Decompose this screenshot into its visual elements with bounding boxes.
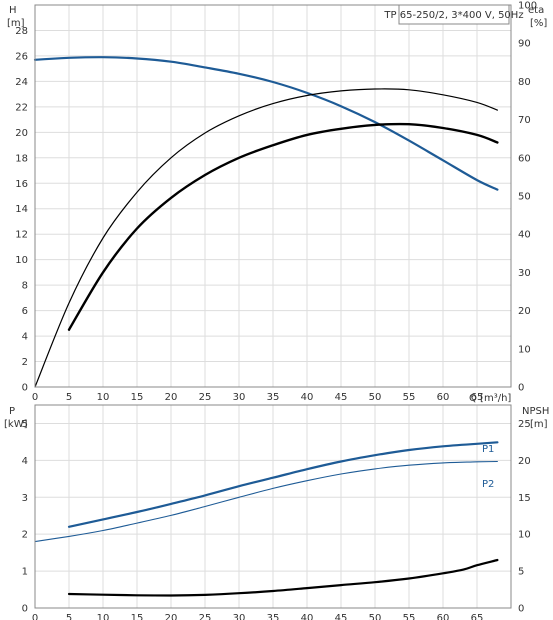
y-left-tick-label: 20 xyxy=(15,128,28,139)
x-tick-label: 40 xyxy=(301,613,314,620)
y-left-tick-label: 22 xyxy=(15,102,28,113)
h-axis-label: H xyxy=(9,5,17,16)
x-tick-label: 15 xyxy=(131,392,144,403)
x-tick-label: 25 xyxy=(199,392,212,403)
x-tick-label: 5 xyxy=(66,392,72,403)
y-right-tick-label: 0 xyxy=(518,383,524,394)
y-right-tick-label: 20 xyxy=(518,456,531,467)
x-tick-label: 45 xyxy=(335,613,348,620)
npsh-axis-unit: [m] xyxy=(530,419,548,430)
chart-title: TP 65-250/2, 3*400 V, 50Hz xyxy=(383,10,523,21)
x-tick-label: 10 xyxy=(97,392,110,403)
series-eta-total-thin-line xyxy=(34,88,498,388)
y-left-tick-label: 0 xyxy=(22,383,28,394)
y-right-tick-label: 10 xyxy=(518,344,531,355)
x-tick-label: 25 xyxy=(199,613,212,620)
y-right-tick-label: 90 xyxy=(518,39,531,50)
series-eta-total-thick-line xyxy=(67,122,499,331)
y-left-tick-label: 3 xyxy=(22,493,28,504)
y-left-tick-label: 4 xyxy=(22,456,28,467)
y-left-tick-label: 26 xyxy=(15,51,28,62)
y-left-tick-label: 4 xyxy=(22,332,28,343)
y-right-tick-label: 50 xyxy=(518,192,531,203)
x-tick-label: 60 xyxy=(437,392,450,403)
eta-axis-label: eta xyxy=(528,5,544,16)
p-axis-label: P xyxy=(9,406,15,417)
tick-layer: 0 5 10 15 20 25 30 35 40 45 50 55 60 6502468101214161… xyxy=(15,1,537,620)
x-tick-label: 10 xyxy=(97,613,110,620)
y-left-tick-label: 6 xyxy=(22,306,28,317)
x-tick-label: 5 xyxy=(66,613,72,620)
y-right-tick-label: 5 xyxy=(518,567,524,578)
x-tick-label: 35 xyxy=(267,392,280,403)
series-npsh-line xyxy=(67,558,499,597)
x-tick-label: 40 xyxy=(301,392,314,403)
y-left-tick-label: 14 xyxy=(15,204,28,215)
y-left-tick-label: 1 xyxy=(22,567,28,578)
y-left-tick-label: 0 xyxy=(22,604,28,615)
y-left-tick-label: 28 xyxy=(15,26,28,37)
y-left-tick-label: 10 xyxy=(15,255,28,266)
y-left-tick-label: 24 xyxy=(15,77,28,88)
y-right-tick-label: 0 xyxy=(518,604,524,615)
y-right-tick-label: 15 xyxy=(518,493,531,504)
grid-layer xyxy=(34,5,511,609)
series-layer xyxy=(33,56,499,597)
bottom-plot-frame xyxy=(34,404,512,609)
y-right-tick-label: 100 xyxy=(518,1,537,12)
y-right-tick-label: 30 xyxy=(518,268,531,279)
x-tick-label: 30 xyxy=(233,613,246,620)
y-right-tick-label: 70 xyxy=(518,115,531,126)
y-left-tick-label: 8 xyxy=(22,281,28,292)
p1-label: P1 xyxy=(482,444,494,455)
x-tick-label: 30 xyxy=(233,392,246,403)
y-right-tick-label: 40 xyxy=(518,230,531,241)
top-plot-frame xyxy=(34,4,512,388)
x-tick-label: 65 xyxy=(471,392,484,403)
x-tick-label: 35 xyxy=(267,613,280,620)
x-tick-label: 50 xyxy=(369,613,382,620)
x-tick-label: 20 xyxy=(165,613,178,620)
y-right-tick-label: 60 xyxy=(518,153,531,164)
y-right-tick-label: 80 xyxy=(518,77,531,88)
h-axis-unit: [m] xyxy=(7,18,25,29)
y-left-tick-label: 2 xyxy=(22,530,28,541)
series-p2-line xyxy=(34,460,498,543)
y-left-tick-label: 18 xyxy=(15,153,28,164)
y-right-tick-label: 10 xyxy=(518,530,531,541)
x-tick-label: 0 xyxy=(32,613,38,620)
y-left-tick-label: 12 xyxy=(15,230,28,241)
x-tick-label: 50 xyxy=(369,392,382,403)
y-left-tick-label: 5 xyxy=(22,419,28,430)
y-left-tick-label: 16 xyxy=(15,179,28,190)
x-tick-label: 55 xyxy=(403,613,416,620)
y-right-tick-label: 25 xyxy=(518,419,531,430)
x-tick-label: 0 xyxy=(32,392,38,403)
q-axis-label: Q [m³/h] xyxy=(469,393,511,404)
x-tick-label: 55 xyxy=(403,392,416,403)
y-right-tick-label: 20 xyxy=(518,306,531,317)
eta-axis-unit: [%] xyxy=(530,18,547,29)
x-tick-label: 45 xyxy=(335,392,348,403)
series-h-line xyxy=(33,56,499,191)
npsh-axis-label: NPSH xyxy=(522,406,549,417)
series-p1-line xyxy=(67,441,499,528)
x-tick-label: 20 xyxy=(165,392,178,403)
p2-label: P2 xyxy=(482,479,494,490)
x-tick-label: 60 xyxy=(437,613,450,620)
y-left-tick-label: 2 xyxy=(22,357,28,368)
x-tick-label: 65 xyxy=(471,613,484,620)
x-tick-label: 15 xyxy=(131,613,144,620)
p-axis-unit: [kW] xyxy=(4,419,28,430)
